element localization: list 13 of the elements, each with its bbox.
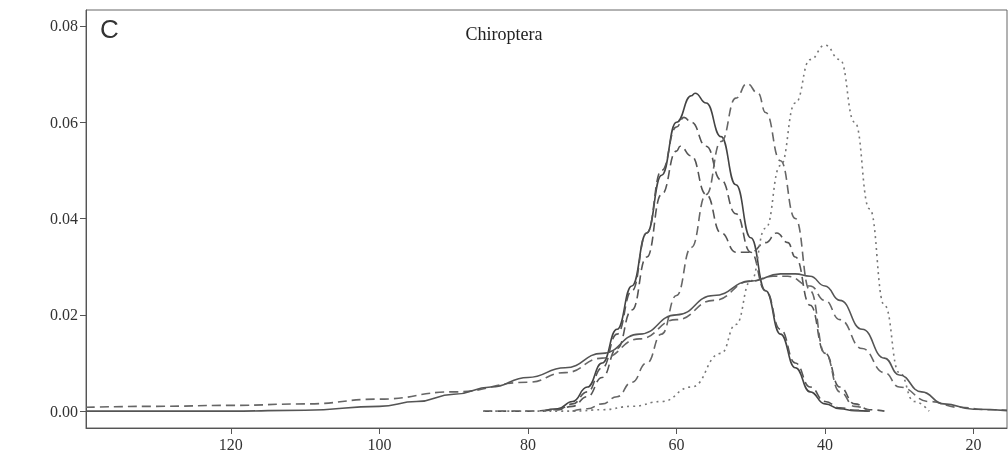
y-tick-label: 0.04 bbox=[50, 210, 78, 228]
x-tick-label: 40 bbox=[817, 435, 834, 453]
text: Chiroptera bbox=[465, 24, 543, 44]
x-tick-label: 100 bbox=[367, 435, 392, 453]
y-tick-label: 0.02 bbox=[50, 306, 78, 324]
x-tick-label: 60 bbox=[668, 435, 685, 453]
y-tick-label: 0.06 bbox=[50, 113, 78, 131]
x-tick-label: 20 bbox=[965, 435, 982, 453]
annotation: C bbox=[100, 14, 119, 44]
y-tick-label: 0.08 bbox=[50, 17, 78, 35]
x-tick-label: 120 bbox=[218, 435, 243, 453]
y-tick-label: 0.00 bbox=[50, 402, 78, 420]
x-tick-label: 80 bbox=[519, 435, 536, 453]
